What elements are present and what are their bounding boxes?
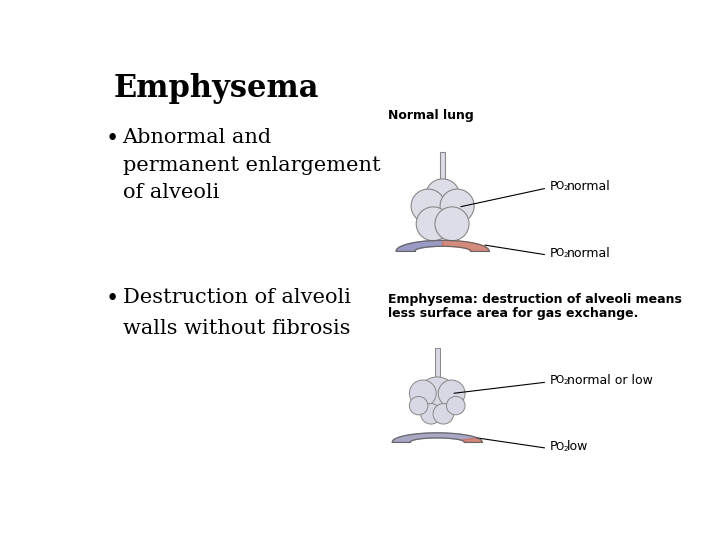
Text: $\mathregular{P}$: $\mathregular{P}$ [549, 374, 558, 387]
Text: permanent enlargement: permanent enlargement [122, 156, 380, 174]
Text: normal or low: normal or low [567, 374, 652, 387]
Text: $\mathregular{P}$: $\mathregular{P}$ [549, 180, 558, 193]
Text: normal: normal [567, 247, 611, 260]
Text: Destruction of alveoli: Destruction of alveoli [122, 288, 351, 307]
Text: normal: normal [567, 180, 611, 193]
Polygon shape [462, 438, 482, 442]
Text: $\mathregular{P}$: $\mathregular{P}$ [549, 247, 558, 260]
Polygon shape [392, 433, 477, 442]
Circle shape [433, 403, 454, 424]
Text: •: • [106, 288, 119, 310]
Text: Emphysema: destruction of alveoli means: Emphysema: destruction of alveoli means [388, 293, 683, 306]
Text: less surface area for gas exchange.: less surface area for gas exchange. [388, 307, 639, 320]
Text: $\mathregular{P}$: $\mathregular{P}$ [549, 440, 558, 453]
Polygon shape [440, 152, 446, 180]
Circle shape [440, 189, 474, 223]
Text: of alveoli: of alveoli [122, 184, 219, 202]
Text: Normal lung: Normal lung [388, 109, 474, 122]
Text: $\mathregular{O_2}$: $\mathregular{O_2}$ [555, 247, 569, 260]
Circle shape [411, 189, 445, 223]
Text: $\mathregular{O_2}$: $\mathregular{O_2}$ [555, 180, 569, 193]
Text: walls without fibrosis: walls without fibrosis [122, 319, 350, 338]
Text: Abnormal and: Abnormal and [122, 128, 271, 147]
Text: Emphysema: Emphysema [113, 72, 319, 104]
Text: $\mathregular{O_2}$: $\mathregular{O_2}$ [555, 374, 569, 387]
Polygon shape [396, 240, 443, 251]
Circle shape [416, 207, 450, 241]
Circle shape [417, 377, 458, 418]
Circle shape [420, 403, 441, 424]
Text: •: • [106, 128, 119, 150]
Text: low: low [567, 440, 588, 453]
Polygon shape [443, 240, 489, 251]
Circle shape [446, 396, 465, 415]
Circle shape [438, 380, 465, 407]
Circle shape [426, 179, 459, 213]
Circle shape [410, 396, 428, 415]
Text: $\mathregular{O_2}$: $\mathregular{O_2}$ [555, 440, 569, 454]
Circle shape [410, 380, 436, 407]
Polygon shape [435, 348, 440, 383]
Circle shape [435, 207, 469, 241]
